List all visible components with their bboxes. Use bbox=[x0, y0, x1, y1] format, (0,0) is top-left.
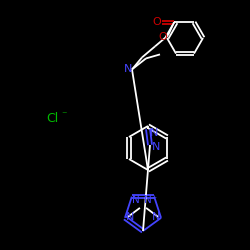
Text: N: N bbox=[150, 128, 158, 138]
Text: N: N bbox=[126, 212, 134, 222]
Text: Cl: Cl bbox=[46, 112, 58, 124]
Text: N⁺: N⁺ bbox=[144, 195, 157, 205]
Text: N: N bbox=[152, 142, 160, 152]
Text: N: N bbox=[124, 64, 132, 74]
Text: ⁻: ⁻ bbox=[61, 110, 67, 120]
Text: N: N bbox=[152, 212, 160, 222]
Text: O: O bbox=[159, 32, 168, 42]
Text: N: N bbox=[132, 195, 140, 205]
Text: O: O bbox=[152, 18, 161, 28]
